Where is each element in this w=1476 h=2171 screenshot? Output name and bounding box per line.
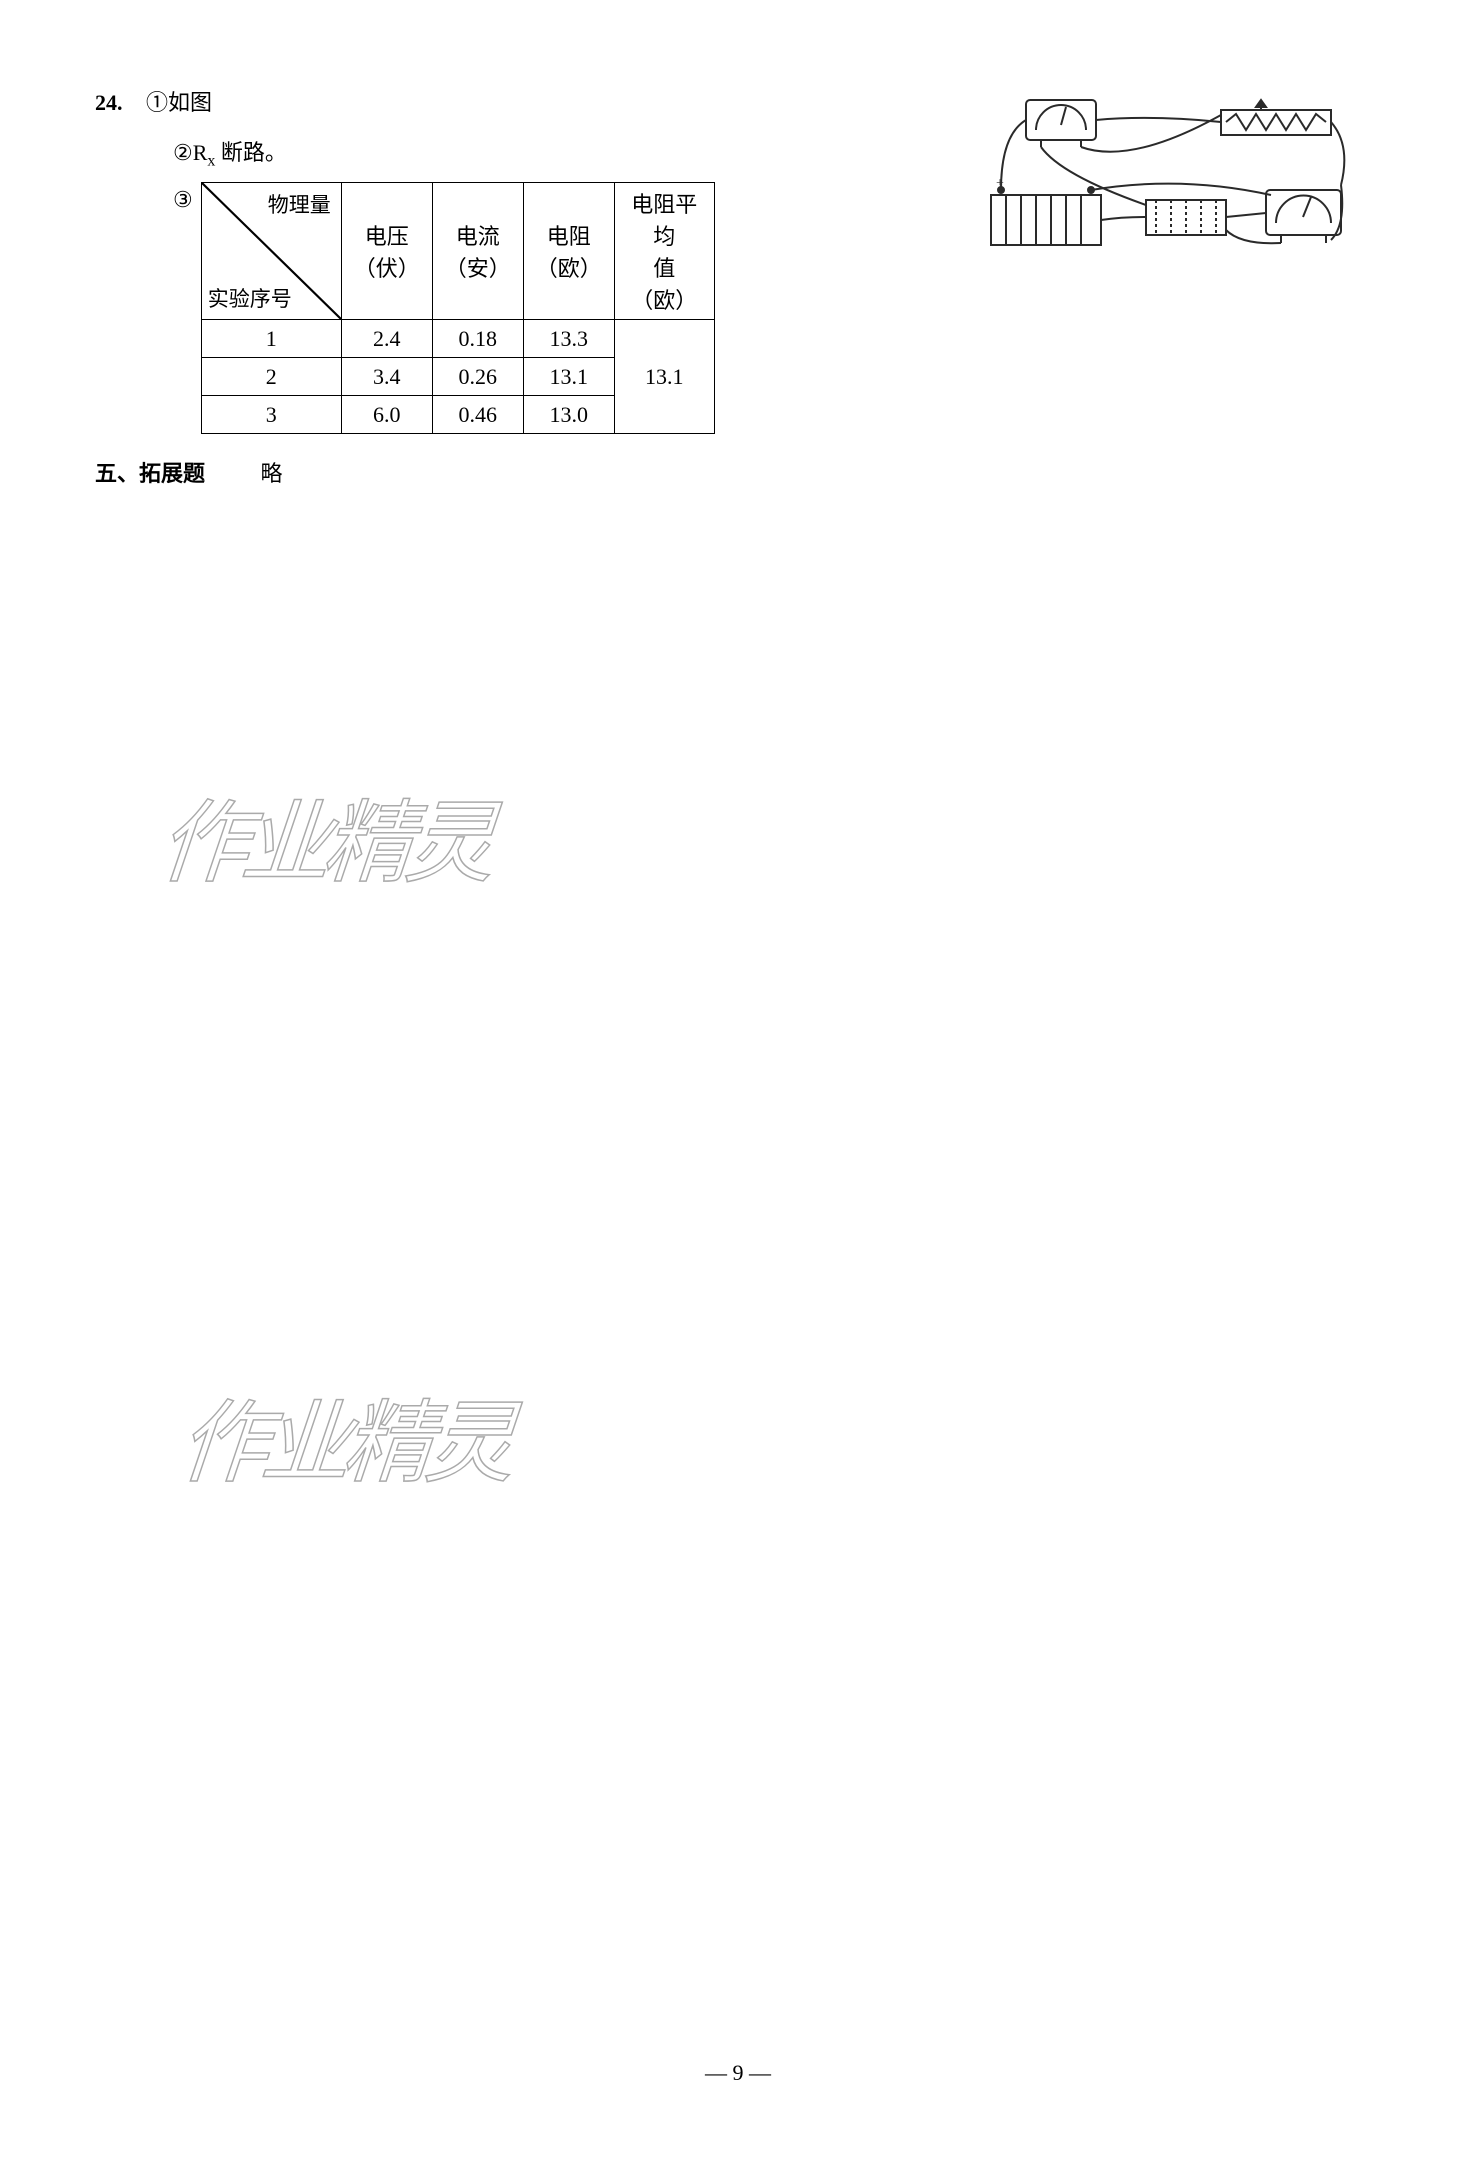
part1-marker: ① (146, 90, 168, 115)
data-table: 物理量 实验序号 电压 （伏） 电流 （安） 电阻 （欧） 电阻平均 值（欧 (201, 182, 715, 434)
cell-current: 0.26 (432, 358, 523, 396)
watermark-text-2: 作业精灵 (174, 1370, 513, 1500)
cell-voltage: 3.4 (341, 358, 432, 396)
diagonal-header-cell: 物理量 实验序号 (201, 183, 341, 320)
part2-marker: ② (173, 140, 193, 165)
page-number: — 9 — (705, 2060, 771, 2086)
cell-resistance: 13.3 (523, 320, 614, 358)
part1-text: 如图 (168, 90, 212, 115)
cell-avg: 13.1 (614, 320, 714, 434)
table-row: 1 2.4 0.18 13.3 13.1 (201, 320, 714, 358)
question-number: 24. (95, 90, 123, 115)
cell-voltage: 2.4 (341, 320, 432, 358)
table-header-row: 物理量 实验序号 电压 （伏） 电流 （安） 电阻 （欧） 电阻平均 值（欧 (201, 183, 714, 320)
cell-current: 0.46 (432, 396, 523, 434)
part2-suffix: 断路。 (215, 140, 287, 165)
cell-current: 0.18 (432, 320, 523, 358)
col-voltage-header: 电压 （伏） (341, 183, 432, 320)
part3-marker: ③ (173, 182, 193, 217)
row-num: 2 (201, 358, 341, 396)
cell-resistance: 13.1 (523, 358, 614, 396)
cell-voltage: 6.0 (341, 396, 432, 434)
row-num: 3 (201, 396, 341, 434)
col-current-header: 电流 （安） (432, 183, 523, 320)
watermark-text-1: 作业精灵 (154, 770, 493, 900)
circuit-svg: + (981, 95, 1361, 275)
circuit-diagram-icon: + (981, 95, 1361, 275)
header-bottom-label: 实验序号 (208, 283, 292, 313)
part2-prefix: R (193, 140, 208, 165)
section5-answer: 略 (261, 461, 283, 486)
col-resistance-header: 电阻 （欧） (523, 183, 614, 320)
svg-text:+: + (996, 176, 1004, 191)
section-5: 五、拓展题 略 (95, 456, 1381, 488)
section5-label: 五、拓展题 (95, 461, 205, 486)
cell-resistance: 13.0 (523, 396, 614, 434)
row-num: 1 (201, 320, 341, 358)
col-avg-header: 电阻平均 值（欧） (614, 183, 714, 320)
header-top-label: 物理量 (268, 189, 331, 219)
